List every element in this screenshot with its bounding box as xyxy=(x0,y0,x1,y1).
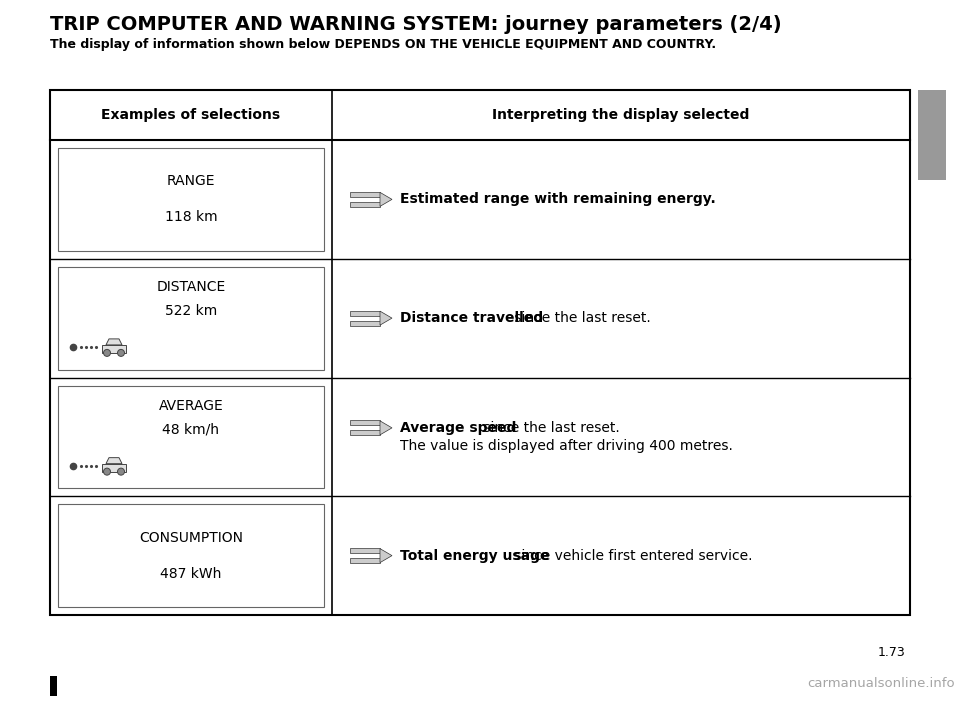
Bar xyxy=(350,311,380,316)
Text: 118 km: 118 km xyxy=(165,210,217,224)
Polygon shape xyxy=(380,421,392,435)
Text: CONSUMPTION: CONSUMPTION xyxy=(139,530,243,545)
Text: 522 km: 522 km xyxy=(165,304,217,318)
Bar xyxy=(350,202,380,207)
Text: Average speed: Average speed xyxy=(400,421,516,435)
Text: AVERAGE: AVERAGE xyxy=(158,399,224,413)
Bar xyxy=(350,430,380,435)
Bar xyxy=(50,90,910,615)
Text: 1.73: 1.73 xyxy=(877,645,905,658)
Bar xyxy=(58,504,324,607)
Text: TRIP COMPUTER AND WARNING SYSTEM: journey parameters (2/4): TRIP COMPUTER AND WARNING SYSTEM: journe… xyxy=(50,15,781,34)
Bar xyxy=(350,192,380,197)
Polygon shape xyxy=(380,192,392,207)
Text: since vehicle first entered service.: since vehicle first entered service. xyxy=(510,549,753,562)
Text: since the last reset.: since the last reset. xyxy=(479,421,620,435)
Polygon shape xyxy=(106,339,122,345)
Bar xyxy=(58,148,324,251)
Bar xyxy=(350,420,380,425)
Bar xyxy=(350,321,380,326)
Circle shape xyxy=(117,349,125,356)
Bar xyxy=(102,345,126,353)
Text: Total energy usage: Total energy usage xyxy=(400,549,549,562)
Bar xyxy=(350,558,380,563)
Circle shape xyxy=(104,468,110,475)
Polygon shape xyxy=(380,311,392,325)
Circle shape xyxy=(104,349,110,356)
Text: Interpreting the display selected: Interpreting the display selected xyxy=(492,108,750,122)
Text: The display of information shown below DEPENDS ON THE VEHICLE EQUIPMENT AND COUN: The display of information shown below D… xyxy=(50,38,716,51)
Bar xyxy=(102,464,126,471)
Text: since the last reset.: since the last reset. xyxy=(510,311,651,325)
Text: Examples of selections: Examples of selections xyxy=(102,108,280,122)
Text: Distance travelled: Distance travelled xyxy=(400,311,543,325)
Polygon shape xyxy=(106,458,122,464)
Bar xyxy=(50,676,57,696)
Text: RANGE: RANGE xyxy=(167,175,215,188)
Bar xyxy=(58,386,324,488)
Circle shape xyxy=(117,468,125,475)
Text: DISTANCE: DISTANCE xyxy=(156,280,226,295)
Text: 48 km/h: 48 km/h xyxy=(162,422,220,437)
Polygon shape xyxy=(380,549,392,562)
Bar xyxy=(350,548,380,553)
Text: Estimated range with remaining energy.: Estimated range with remaining energy. xyxy=(400,192,716,207)
Bar xyxy=(58,267,324,369)
Text: The value is displayed after driving 400 metres.: The value is displayed after driving 400… xyxy=(400,439,732,453)
Text: carmanualsonline.info: carmanualsonline.info xyxy=(807,677,955,690)
Text: 487 kWh: 487 kWh xyxy=(160,567,222,581)
Bar xyxy=(918,90,946,180)
